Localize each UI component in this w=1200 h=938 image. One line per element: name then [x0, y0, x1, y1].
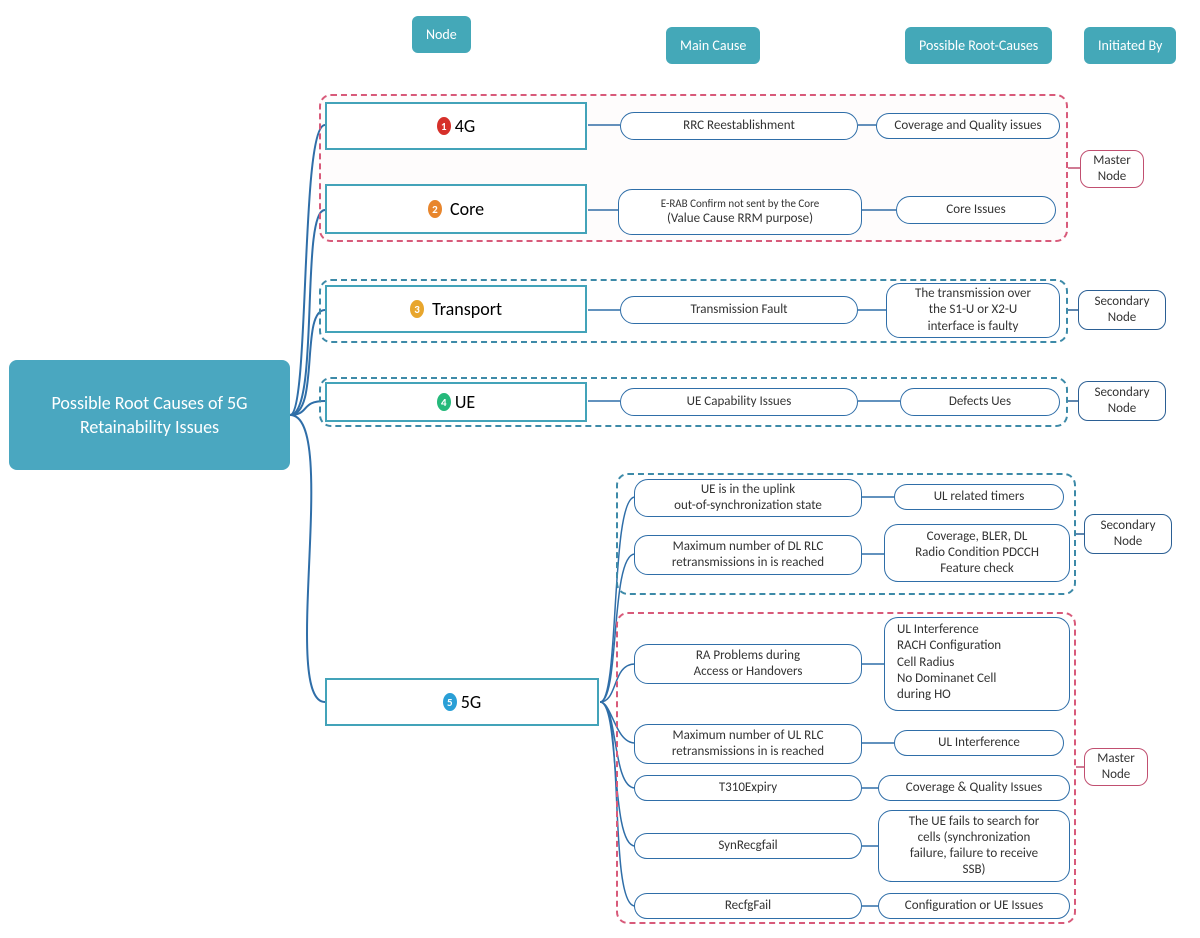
- cause-ul-oos-l2: out-of-synchronization state: [674, 498, 822, 514]
- rc-covbler: Coverage, BLER, DL Radio Condition PDCCH…: [884, 524, 1070, 582]
- rc-ralist-l2: RACH Configuration: [897, 638, 1001, 654]
- tag-secondary-1: Secondary Node: [1078, 290, 1166, 330]
- rc-tx: The transmission over the S1-U or X2-U i…: [886, 283, 1060, 338]
- node-transport-label: Transport: [432, 298, 502, 320]
- rc-defects: Defects Ues: [900, 388, 1060, 416]
- node-4g: 1 4G: [325, 102, 587, 150]
- cause-synrecg: SynRecgfail: [634, 833, 862, 859]
- node-transport: 3 Transport: [325, 285, 587, 333]
- node-5g-label: 5G: [461, 691, 481, 713]
- rc-ssb-l1: The UE fails to search for: [909, 814, 1040, 830]
- rc-ralist: UL Interference RACH Configuration Cell …: [884, 617, 1070, 711]
- cause-uecap: UE Capability Issues: [620, 388, 858, 416]
- rc-ralist-l5: during HO: [897, 687, 951, 703]
- rc-covbler-l1: Coverage, BLER, DL: [927, 529, 1028, 545]
- cause-ul-oos: UE is in the uplink out-of-synchronizati…: [634, 479, 862, 517]
- cause-erab-l1: E-RAB Confirm not sent by the Core: [661, 197, 820, 211]
- header-node: Node: [412, 16, 471, 53]
- tag-secondary-3: Secondary Node: [1084, 514, 1172, 554]
- header-main-cause: Main Cause: [666, 27, 760, 64]
- cause-dlrlc-l1: Maximum number of DL RLC: [673, 539, 824, 555]
- node-ue-label: UE: [455, 391, 475, 413]
- rc-tx-l3: interface is faulty: [928, 319, 1019, 335]
- num-badge-2: 2: [428, 200, 442, 218]
- rc-covbler-l3: Feature check: [940, 561, 1014, 577]
- rc-covq2: Coverage & Quality Issues: [878, 775, 1070, 801]
- cause-erab: E-RAB Confirm not sent by the Core (Valu…: [618, 189, 862, 235]
- rc-ralist-l4: No Dominanet Cell: [897, 671, 996, 687]
- rc-ssb-l3: failure, failure to receive: [910, 846, 1038, 862]
- rc-ssb-l2: cells (synchronization: [918, 830, 1031, 846]
- rc-tx-l1: The transmission over: [915, 286, 1031, 302]
- cause-ra-l2: Access or Handovers: [694, 664, 803, 680]
- root-box: Possible Root Causes of 5G Retainability…: [9, 360, 290, 470]
- rc-ultimers: UL related timers: [894, 484, 1064, 510]
- rc-core: Core Issues: [896, 196, 1056, 224]
- num-badge-3: 3: [410, 300, 424, 318]
- rc-ssb: The UE fails to search for cells (synchr…: [878, 810, 1070, 882]
- node-core: 2 Core: [325, 184, 587, 234]
- node-4g-label: 4G: [455, 115, 475, 137]
- rc-tx-l2: the S1-U or X2-U: [929, 302, 1017, 318]
- cause-dlrlc-l2: retransmissions in is reached: [672, 555, 824, 571]
- tag-secondary-2: Secondary Node: [1078, 381, 1166, 421]
- cause-erab-l2: (Value Cause RRM purpose): [667, 211, 813, 227]
- rc-ralist-l3: Cell Radius: [897, 655, 954, 671]
- rc-ulint: UL Interference: [894, 730, 1064, 756]
- tag-master-2: Master Node: [1084, 748, 1148, 786]
- cause-dlrlc: Maximum number of DL RLC retransmissions…: [634, 535, 862, 575]
- rc-covq: Coverage and Quality issues: [876, 113, 1060, 139]
- rc-ssb-l4: SSB): [963, 862, 986, 878]
- node-core-label: Core: [450, 198, 484, 220]
- cause-recfg: RecfgFail: [634, 893, 862, 919]
- rc-cfgue: Configuration or UE Issues: [878, 893, 1070, 919]
- header-root-causes: Possible Root-Causes: [905, 27, 1052, 64]
- cause-ul-oos-l1: UE is in the uplink: [701, 482, 795, 498]
- cause-t310: T310Expiry: [634, 775, 862, 801]
- node-ue: 4 UE: [325, 382, 587, 422]
- node-5g: 5 5G: [325, 678, 599, 726]
- tag-master-1: Master Node: [1080, 150, 1144, 188]
- num-badge-4: 4: [437, 393, 451, 411]
- rc-covbler-l2: Radio Condition PDCCH: [915, 545, 1039, 561]
- cause-ulrlc: Maximum number of UL RLC retransmissions…: [634, 724, 862, 764]
- cause-rrc: RRC Reestablishment: [620, 112, 858, 140]
- cause-tx: Transmission Fault: [620, 296, 858, 324]
- num-badge-1: 1: [437, 117, 451, 135]
- header-initiated-by: Initiated By: [1084, 27, 1176, 64]
- num-badge-5: 5: [443, 693, 457, 711]
- rc-ralist-l1: UL Interference: [897, 622, 979, 638]
- cause-ulrlc-l1: Maximum number of UL RLC: [672, 728, 823, 744]
- cause-ra-l1: RA Problems during: [696, 648, 800, 664]
- cause-ra: RA Problems during Access or Handovers: [634, 644, 862, 684]
- cause-ulrlc-l2: retransmissions in is reached: [672, 744, 824, 760]
